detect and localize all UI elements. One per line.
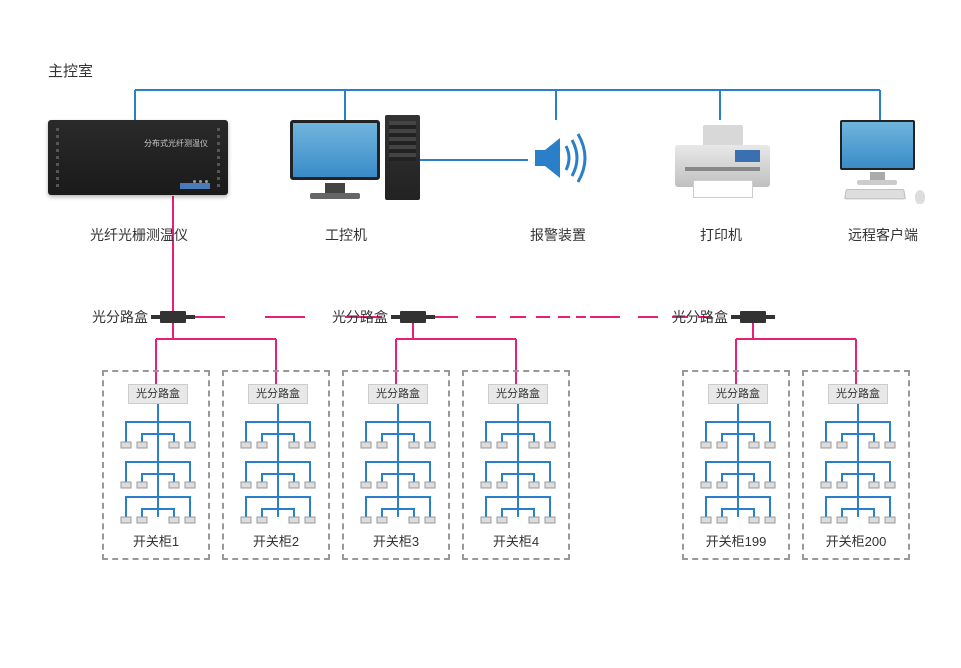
switch-cabinet: 光分路盒开关柜199 [682,370,790,560]
optical-splitter-inline [400,311,426,323]
optical-splitter-inline [160,311,186,323]
printer-device [675,125,770,200]
cabinet-label: 开关柜199 [684,531,788,550]
cabinet-label: 开关柜3 [344,531,448,550]
switch-cabinet: 光分路盒开关柜2 [222,370,330,560]
network-topology-diagram: 主控室 分布式光纤测温仪 光纤光栅测温仪 工控机 报警装置 打印机 [0,0,961,668]
client-label: 远程客户端 [848,225,918,245]
cabinet-label: 开关柜2 [224,531,328,550]
remote-client-device [835,120,930,210]
splitter-label: 光分路盒 [672,307,728,327]
switch-cabinet: 光分路盒开关柜3 [342,370,450,560]
ipc-device [290,115,420,215]
room-title: 主控室 [48,60,93,81]
ipc-label: 工控机 [325,225,367,245]
fbg-label: 光纤光栅测温仪 [90,225,188,245]
switch-cabinet: 光分路盒开关柜200 [802,370,910,560]
alarm-device [530,128,590,193]
server-badge-text: 分布式光纤测温仪 [144,138,208,149]
alarm-label: 报警装置 [530,225,586,245]
cabinet-label: 开关柜4 [464,531,568,550]
connector-layer [0,0,961,668]
cabinet-label: 开关柜200 [804,531,908,550]
splitter-label: 光分路盒 [92,307,148,327]
switch-cabinet: 光分路盒开关柜4 [462,370,570,560]
optical-splitter-inline [740,311,766,323]
splitter-label: 光分路盒 [332,307,388,327]
switch-cabinet: 光分路盒开关柜1 [102,370,210,560]
cabinet-label: 开关柜1 [104,531,208,550]
fbg-interrogator-device: 分布式光纤测温仪 [48,120,228,195]
printer-label: 打印机 [700,225,742,245]
